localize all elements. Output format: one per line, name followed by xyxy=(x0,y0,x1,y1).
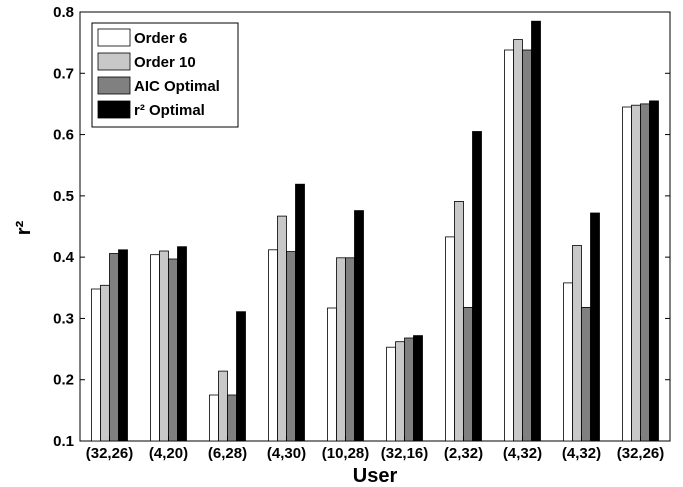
y-tick-label: 0.8 xyxy=(53,4,74,21)
bar-4-7 xyxy=(472,131,482,442)
x-tick-label: (32,26) xyxy=(86,445,134,462)
x-tick-label: (2,32) xyxy=(444,445,483,462)
bar-3-1 xyxy=(109,253,119,442)
legend-swatch xyxy=(97,100,131,119)
x-tick-label: (4,32) xyxy=(562,445,601,462)
legend-swatch xyxy=(97,28,131,47)
x-axis-title: User xyxy=(353,465,398,487)
bars-group xyxy=(91,20,659,442)
bar-3-9 xyxy=(581,306,591,442)
bar-4-9 xyxy=(590,212,600,442)
bar-3-4 xyxy=(286,251,296,442)
bar-1-3 xyxy=(209,394,219,442)
bar-1-9 xyxy=(563,282,573,442)
y-tick-label: 0.7 xyxy=(53,65,74,82)
bar-4-5 xyxy=(354,210,364,442)
y-axis-title: r² xyxy=(13,220,35,235)
bar-3-5 xyxy=(345,257,355,442)
x-tick-label: (4,32) xyxy=(503,445,542,462)
bar-3-8 xyxy=(522,49,532,442)
bar-3-6 xyxy=(404,337,414,442)
bar-2-8 xyxy=(513,39,523,442)
legend-label: Order 10 xyxy=(134,54,196,71)
bar-4-1 xyxy=(118,249,128,442)
x-tick-label: (6,28) xyxy=(208,445,247,462)
bar-1-6 xyxy=(386,346,396,442)
x-tick-label: (4,20) xyxy=(149,445,188,462)
bar-2-2 xyxy=(159,250,169,442)
bar-2-4 xyxy=(277,215,287,442)
bar-1-10 xyxy=(622,106,632,442)
bar-2-9 xyxy=(572,245,582,442)
bar-1-1 xyxy=(91,288,101,442)
bar-1-8 xyxy=(504,49,514,442)
y-tick-label: 0.4 xyxy=(53,249,75,266)
x-tick-label: (4,30) xyxy=(267,445,306,462)
legend-swatch xyxy=(97,76,131,95)
bar-3-10 xyxy=(640,103,650,442)
legend-label: AIC Optimal xyxy=(134,78,220,95)
x-axis: (32,26) (4,20) (6,28) (4,30) (10,28) (32,16) (… xyxy=(86,436,665,462)
bar-2-7 xyxy=(454,200,464,442)
bar-3-2 xyxy=(168,258,178,442)
bar-4-4 xyxy=(295,183,305,442)
bar-2-1 xyxy=(100,284,110,442)
legend: Order 6 Order 10 AIC Optimal r² Optimal xyxy=(91,22,239,128)
bar-2-5 xyxy=(336,257,346,442)
legend-label: Order 6 xyxy=(134,30,187,47)
bar-1-4 xyxy=(268,249,278,442)
bar-4-2 xyxy=(177,246,187,442)
bar-2-3 xyxy=(218,370,228,442)
bar-4-10 xyxy=(649,100,659,442)
bar-1-5 xyxy=(327,307,337,442)
x-tick-label: (10,28) xyxy=(322,445,370,462)
y-tick-label: 0.5 xyxy=(53,188,74,205)
y-axis: 0.1 0.2 0.3 0.4 0.5 0.6 0.7 0.8 xyxy=(53,4,670,450)
bar-2-10 xyxy=(631,104,641,442)
bar-3-7 xyxy=(463,306,473,442)
y-tick-label: 0.6 xyxy=(53,127,74,144)
y-tick-label: 0.2 xyxy=(53,372,74,389)
bar-4-6 xyxy=(413,335,423,442)
bar-4-3 xyxy=(236,311,246,442)
x-tick-label: (32,16) xyxy=(381,445,429,462)
bar-2-6 xyxy=(395,341,405,442)
y-tick-label: 0.3 xyxy=(53,310,74,327)
y-tick-label: 0.1 xyxy=(53,433,74,450)
legend-label: r² Optimal xyxy=(134,102,205,119)
bar-3-3 xyxy=(227,394,237,442)
bar-4-8 xyxy=(531,20,541,442)
bar-1-7 xyxy=(445,236,455,442)
x-tick-label: (32,26) xyxy=(617,445,665,462)
bar-1-2 xyxy=(150,254,160,442)
legend-swatch xyxy=(97,52,131,71)
